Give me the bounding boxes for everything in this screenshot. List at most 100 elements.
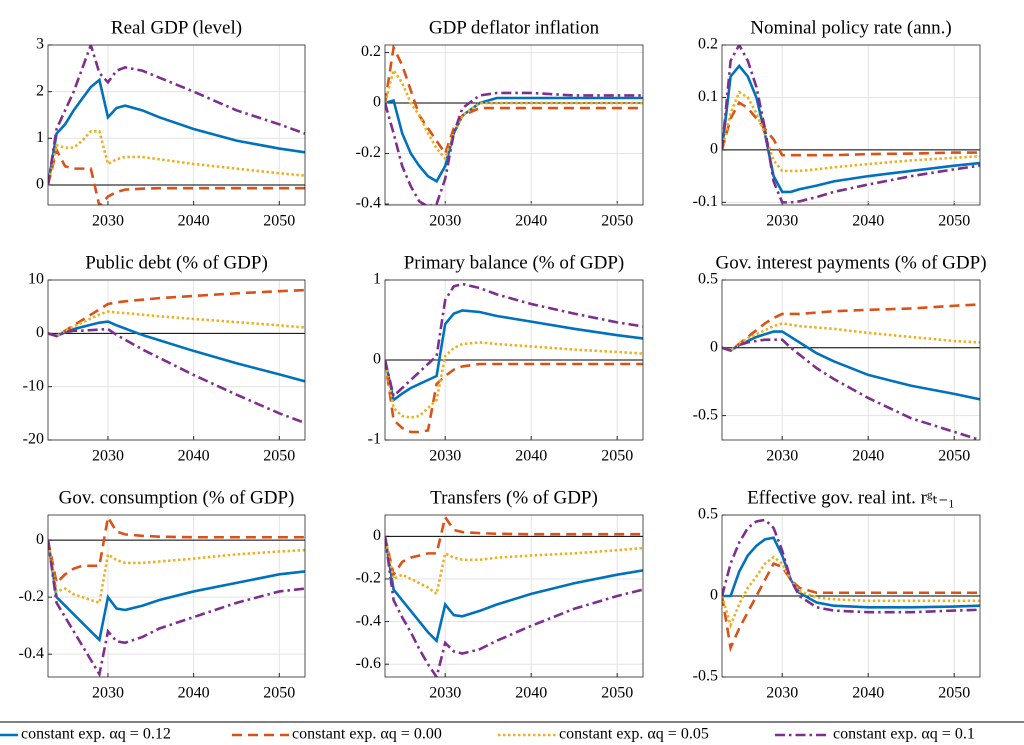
y-tick-label: -0.4	[356, 195, 381, 212]
x-tick-label: 2040	[178, 213, 210, 230]
x-tick-label: 2040	[515, 213, 547, 230]
y-tick-label: 0.2	[698, 36, 718, 53]
series-line	[48, 327, 305, 425]
plot-frame	[721, 44, 981, 206]
x-tick-label: 2050	[263, 685, 295, 702]
panel-title: Transfers (% of GDP)	[430, 487, 598, 508]
panel: 2030 2040 2050 -0.1 0 0.1 0.2 Nominal policy ra…	[693, 17, 981, 230]
plot-frame	[47, 279, 306, 441]
x-tick-label: 2050	[601, 685, 633, 702]
y-tick-label: 0	[36, 324, 44, 341]
y-tick-label: 1	[373, 271, 381, 288]
panel: 2030 2040 2050 -1 0 1 Primary balance (% of GD…	[368, 252, 644, 465]
y-tick-label: -0.2	[356, 144, 381, 161]
y-tick-label: 0	[710, 587, 718, 604]
y-tick-label: 1	[36, 129, 44, 146]
x-tick-label: 2040	[852, 685, 884, 702]
series-line	[48, 539, 305, 677]
plot-background	[385, 515, 643, 677]
series-line	[385, 67, 643, 162]
x-tick-label: 2050	[938, 448, 970, 465]
legend-label: constant exp. αq = 0.1	[833, 726, 975, 743]
y-tick-label: 0	[373, 351, 381, 368]
panel-title: Primary balance (% of GDP)	[404, 252, 625, 273]
y-tick-label: 0.1	[698, 88, 718, 105]
series-line	[48, 539, 305, 605]
series-line	[385, 359, 643, 434]
y-tick-label: -0.5	[693, 668, 718, 685]
y-tick-label: -0.4	[19, 645, 44, 662]
legend-label: constant exp. αq = 0.05	[559, 726, 709, 743]
series-line	[722, 100, 980, 157]
series-line	[722, 322, 980, 352]
series-line	[385, 282, 643, 399]
x-tick-label: 2030	[429, 685, 461, 702]
y-tick-label: 0	[36, 531, 44, 548]
y-tick-label: 0	[710, 141, 718, 158]
panel-title: Nominal policy rate (ann.)	[750, 17, 952, 38]
y-tick-label: 0	[373, 94, 381, 111]
series-line	[48, 539, 305, 643]
y-tick-label: -0.2	[356, 570, 381, 587]
x-tick-label: 2030	[766, 448, 798, 465]
x-tick-label: 2050	[263, 213, 295, 230]
x-tick-label: 2040	[852, 213, 884, 230]
x-tick-label: 2040	[178, 685, 210, 702]
series-line	[48, 515, 305, 586]
panel: 2030 2040 2050 -0.5 0 0.5 Effective gov. real …	[693, 487, 981, 702]
panel-title: Public debt (% of GDP)	[85, 252, 268, 273]
panel-title: Real GDP (level)	[111, 17, 242, 38]
x-tick-label: 2050	[938, 213, 970, 230]
series-line	[48, 146, 305, 205]
legend-label: constant exp. αq = 0.12	[21, 726, 171, 743]
panel: 2030 2040 2050 -0.4 -0.2 0 0.2 GDP deflator inf…	[356, 17, 644, 230]
x-tick-label: 2030	[429, 213, 461, 230]
series-line	[385, 341, 643, 419]
series-line	[385, 536, 643, 644]
x-tick-label: 2030	[429, 448, 461, 465]
plot-frame	[721, 279, 981, 441]
y-tick-label: 0	[373, 527, 381, 544]
y-tick-label: -1	[368, 431, 381, 448]
series-line	[722, 561, 980, 653]
panel: 2030 2040 2050 -20 -10 0 10 Public debt (% of G…	[23, 252, 306, 465]
panel-title: Gov. interest payments (% of GDP)	[715, 252, 986, 273]
y-tick-label: -0.1	[693, 193, 718, 210]
plot-frame	[721, 514, 981, 678]
x-tick-label: 2030	[766, 685, 798, 702]
series-line	[385, 45, 643, 157]
y-tick-label: 0.5	[698, 271, 718, 288]
y-tick-label: 10	[28, 271, 44, 288]
x-tick-label: 2040	[852, 448, 884, 465]
series-line	[385, 309, 643, 403]
plot-frame	[384, 279, 644, 441]
series-line	[48, 310, 305, 338]
x-tick-label: 2040	[515, 448, 547, 465]
series-line	[722, 555, 980, 630]
x-tick-label: 2050	[601, 213, 633, 230]
plot-background	[48, 280, 305, 440]
series-line	[385, 536, 643, 677]
x-tick-label: 2050	[938, 685, 970, 702]
plot-frame	[384, 44, 644, 206]
y-tick-label: -0.4	[356, 612, 381, 629]
x-tick-label: 2050	[263, 448, 295, 465]
panel: 2030 2040 2050 0 1 2 3 Real GDP (level)	[36, 17, 306, 230]
panel-title: Gov. consumption (% of GDP)	[59, 487, 295, 508]
panel: 2030 2040 2050 -0.4 -0.2 0 Gov. consumption (%…	[19, 487, 306, 702]
x-tick-label: 2030	[766, 213, 798, 230]
series-line	[722, 338, 980, 440]
panel-title: Effective gov. real int. rᵍₜ₋₁	[747, 487, 955, 508]
y-tick-label: -0.6	[356, 655, 381, 672]
y-tick-label: 3	[36, 36, 44, 53]
y-tick-label: 2	[36, 82, 44, 99]
panel-title: GDP deflator inflation	[429, 17, 600, 38]
y-tick-label: 0	[36, 176, 44, 193]
legend-label: constant exp. αq = 0.00	[292, 726, 442, 743]
series-line	[48, 45, 305, 186]
x-tick-label: 2030	[92, 685, 124, 702]
plot-frame	[384, 514, 644, 678]
series-line	[48, 288, 305, 338]
